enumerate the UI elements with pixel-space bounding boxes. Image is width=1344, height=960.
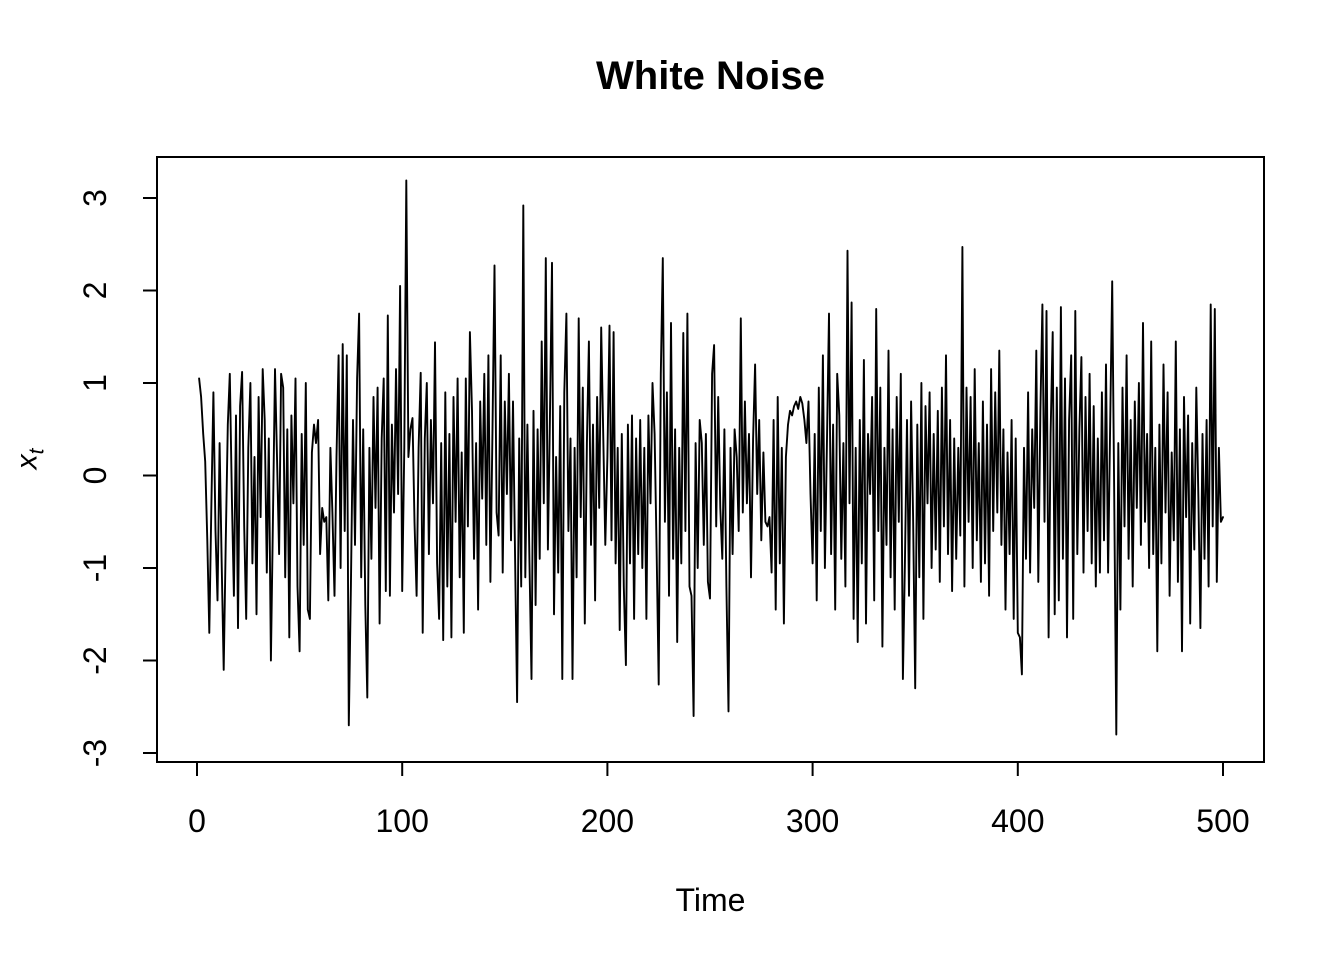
y-axis-label-subscript: t (25, 448, 49, 455)
x-tick-label: 300 (786, 803, 839, 839)
white-noise-series (198, 179, 1224, 736)
y-tick-label: 2 (77, 282, 113, 300)
plot-box (156, 156, 1265, 763)
x-tick-label: 100 (376, 803, 429, 839)
x-tick-label: 0 (188, 803, 206, 839)
y-axis-label-base: x (10, 454, 44, 470)
y-axis-label: xt (11, 449, 50, 470)
y-tick-label: 0 (77, 467, 113, 485)
x-axis-label: Time (675, 882, 746, 918)
y-tick-label: -2 (77, 646, 113, 674)
plot-title: White Noise (596, 54, 825, 98)
x-tick-label: 400 (991, 803, 1044, 839)
y-tick-label: -1 (77, 554, 113, 582)
y-tick-label: -3 (77, 739, 113, 767)
y-tick-label: 1 (77, 374, 113, 392)
x-tick-label: 500 (1196, 803, 1249, 839)
y-tick-label: 3 (77, 189, 113, 207)
x-tick-label: 200 (581, 803, 634, 839)
